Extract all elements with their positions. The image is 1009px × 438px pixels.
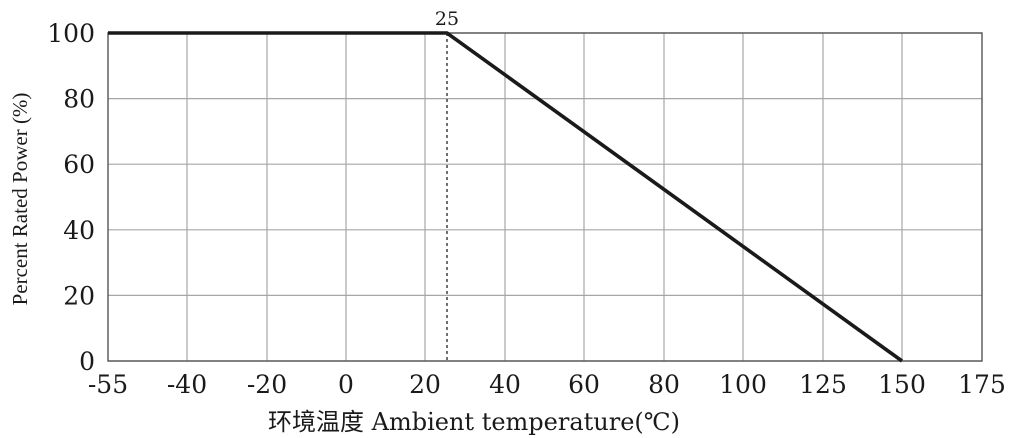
x-tick-label: 60 [568,370,600,399]
y-tick-label: 100 [47,19,95,48]
x-tick-label: 0 [338,370,354,399]
x-tick-label: -40 [167,370,207,399]
x-tick-label: 100 [719,370,767,399]
plot-frame [107,32,983,362]
x-tick-labels: -55 -40 -20 0 20 40 60 80 100 125 150 175 [88,370,1006,399]
x-axis-label: 环境温度 Ambient temperature(℃) [268,408,680,436]
annotation-label: 25 [435,8,459,30]
grid-lines [108,32,982,362]
y-tick-label: 20 [63,281,95,310]
x-tick-label: 175 [958,370,1006,399]
x-tick-label: 150 [878,370,926,399]
x-tick-label: 40 [489,370,521,399]
x-tick-label: -20 [247,370,287,399]
x-tick-label: 125 [799,370,847,399]
x-tick-label: 20 [409,370,441,399]
y-tick-label: 40 [63,216,95,245]
y-tick-label: 60 [63,150,95,179]
annotations: 25 [435,8,459,361]
y-tick-label: 80 [63,85,95,114]
x-tick-label: 80 [648,370,680,399]
axes [107,32,983,362]
y-tick-label: 0 [79,347,95,376]
x-tick-label: -55 [88,370,128,399]
y-tick-labels: 0 20 40 60 80 100 [47,19,95,376]
y-axis-label: Percent Rated Power (%) [8,93,32,306]
